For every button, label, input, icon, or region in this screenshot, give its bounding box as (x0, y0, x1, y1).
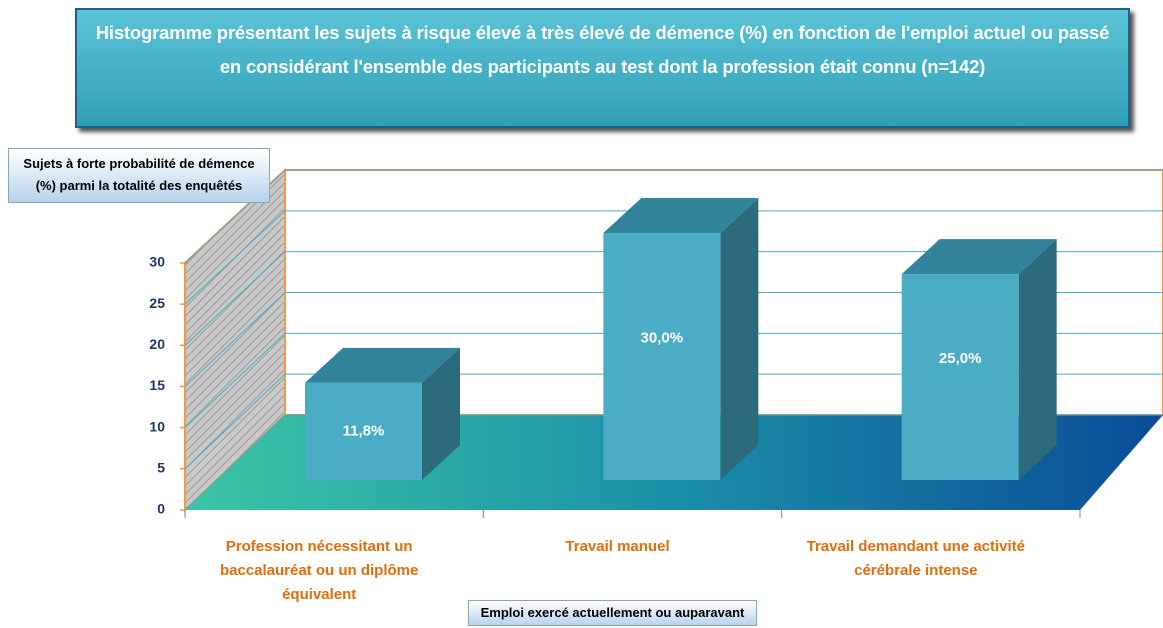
bar-side (1018, 239, 1057, 480)
bar-top (603, 198, 759, 233)
bar (305, 382, 422, 480)
data-label: 30,0% (641, 329, 684, 346)
bar-top (901, 239, 1057, 275)
data-label: 11,8% (343, 422, 385, 439)
y-tick-label: 0 (157, 501, 165, 517)
chart-title: Histogramme présentant les sujets à risq… (75, 8, 1130, 128)
data-label: 25,0% (939, 350, 982, 367)
grid-line (184, 251, 286, 346)
y-tick-label: 25 (149, 295, 165, 311)
x-tick-label: Travail manuel (565, 538, 670, 555)
grid-line (184, 373, 286, 470)
bar (901, 274, 1019, 480)
bar (603, 233, 721, 480)
x-axis-label: Emploi exercé actuellement ou auparavant (468, 600, 757, 626)
bar-top (305, 347, 460, 383)
bar-side (422, 347, 460, 480)
grid-line (184, 210, 286, 305)
bar-side (720, 198, 759, 480)
y-tick-label: 5 (157, 460, 165, 476)
y-tick-label: 20 (149, 336, 165, 352)
x-tick-label: Profession nécessitant un baccalauréat o… (219, 538, 419, 603)
y-tick-label: 10 (149, 418, 165, 434)
grid-line (184, 332, 286, 429)
y-axis-label: Sujets à forte probabilité de démence (%… (8, 148, 270, 203)
y-tick-label: 30 (149, 254, 165, 270)
grid-line (184, 414, 286, 511)
x-tick-label: Travail demandant une activité cérébrale… (806, 538, 1026, 579)
grid-line (184, 292, 286, 387)
y-tick-label: 15 (149, 377, 165, 393)
